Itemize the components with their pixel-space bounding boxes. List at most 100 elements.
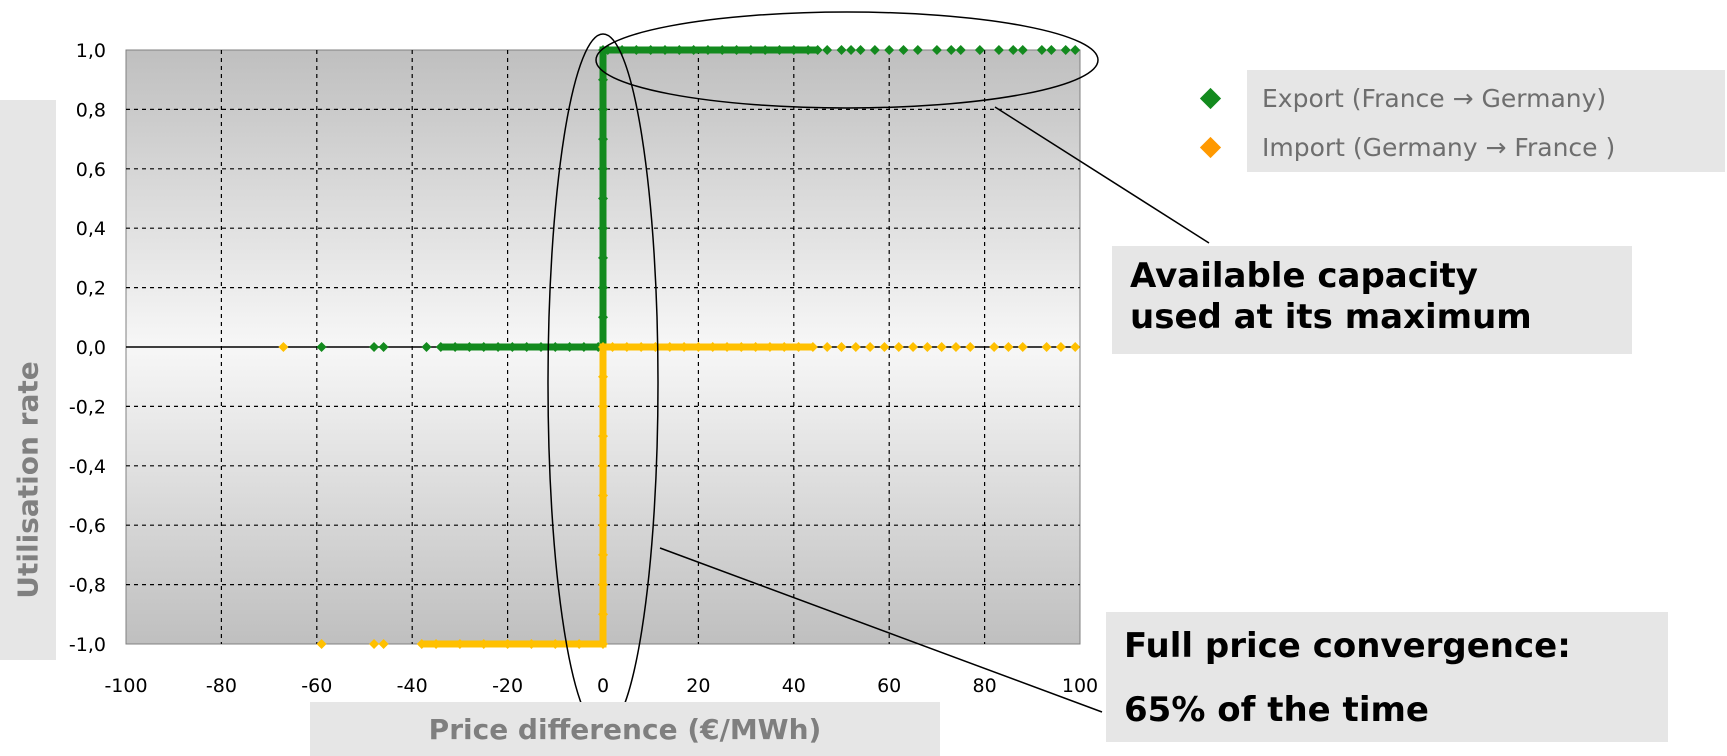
import-point	[793, 342, 804, 352]
export-point	[884, 45, 895, 55]
x-tick-label: -60	[301, 675, 332, 697]
data-series	[278, 45, 1081, 649]
import-point	[950, 342, 961, 352]
export-point	[1017, 45, 1028, 55]
import-point	[598, 490, 608, 501]
export-point	[631, 45, 642, 55]
import-point	[822, 342, 833, 352]
export-point	[550, 342, 561, 352]
export-point	[598, 74, 608, 85]
export-point	[912, 45, 923, 55]
export-point	[535, 342, 546, 352]
export-point	[731, 45, 742, 55]
x-tick-label: -100	[104, 675, 147, 697]
series-export	[316, 45, 1081, 352]
export-point	[931, 45, 942, 55]
convergence-pointer-line	[659, 547, 1103, 713]
export-point	[369, 342, 380, 352]
x-tick-label: 80	[973, 675, 997, 697]
tick-labels: -100 -80 -60 -40 -20 0 20 40 60 80 100 1,0 0,8 0,6 0,4…	[69, 40, 1098, 697]
import-point	[598, 579, 608, 590]
x-axis-label-box: Price difference (€/MWh)	[310, 702, 940, 756]
import-point	[607, 342, 618, 352]
import-point	[893, 342, 904, 352]
import-point	[636, 342, 647, 352]
import-point	[316, 639, 327, 649]
y-tick-label: -0,6	[69, 515, 106, 537]
export-marker-icon	[1199, 87, 1222, 110]
export-point	[421, 342, 432, 352]
export-point	[688, 45, 699, 55]
export-point	[521, 342, 532, 352]
export-point	[617, 45, 628, 55]
import-point	[1041, 342, 1052, 352]
import-point	[707, 342, 718, 352]
y-tick-label: 0,4	[76, 218, 106, 240]
import-point	[850, 342, 861, 352]
y-tick-label: 0,2	[76, 278, 106, 300]
export-point	[598, 312, 608, 323]
capacity-callout-line1: Available capacity	[1130, 256, 1478, 296]
convergence-callout: Full price convergence: 65% of the time	[1106, 612, 1668, 742]
convergence-callout-line2: 65% of the time	[1124, 690, 1429, 730]
import-point	[574, 639, 585, 649]
y-tick-label: 0,8	[76, 99, 106, 121]
export-point	[674, 45, 685, 55]
export-point	[869, 45, 880, 55]
import-point	[621, 342, 632, 352]
import-point	[693, 342, 704, 352]
x-tick-label: 60	[877, 675, 901, 697]
export-point	[836, 45, 847, 55]
x-tick-label: 0	[597, 675, 609, 697]
import-point	[679, 342, 690, 352]
import-point	[598, 549, 608, 560]
export-point	[598, 134, 608, 145]
export-point	[598, 193, 608, 204]
export-point	[946, 45, 957, 55]
import-point	[807, 342, 818, 352]
export-point	[955, 45, 966, 55]
import-point	[598, 401, 608, 412]
export-point	[435, 342, 446, 352]
x-axis-label: Price difference (€/MWh)	[428, 712, 822, 746]
import-point	[502, 639, 513, 649]
y-tick-label: -0,2	[69, 396, 106, 418]
export-point	[493, 342, 504, 352]
x-tick-label: -20	[492, 675, 523, 697]
import-point	[369, 639, 380, 649]
x-tick-label: -40	[397, 675, 428, 697]
import-point	[750, 342, 761, 352]
export-point	[645, 45, 656, 55]
export-point	[598, 223, 608, 234]
import-point	[478, 639, 489, 649]
export-point	[993, 45, 1004, 55]
import-point	[922, 342, 933, 352]
import-point	[779, 342, 790, 352]
export-point	[378, 342, 389, 352]
y-tick-label: 1,0	[76, 40, 106, 62]
import-point	[378, 639, 389, 649]
x-tick-label: 20	[686, 675, 710, 697]
convergence-callout-line1: Full price convergence:	[1124, 626, 1571, 666]
export-point	[598, 252, 608, 263]
import-point	[431, 639, 442, 649]
import-point	[879, 342, 890, 352]
y-tick-label: 0,0	[76, 337, 106, 359]
y-tick-label: -0,4	[69, 456, 106, 478]
import-point	[1070, 342, 1081, 352]
import-point	[1017, 342, 1028, 352]
legend-item-import: Import (Germany → France )	[1199, 133, 1615, 162]
capacity-callout: Available capacity used at its maximum	[1112, 246, 1632, 354]
export-point	[598, 282, 608, 293]
import-point	[965, 342, 976, 352]
export-point	[803, 45, 814, 55]
import-point	[598, 371, 608, 382]
legend	[1247, 70, 1725, 172]
export-point	[717, 45, 728, 55]
export-point	[598, 163, 608, 174]
import-point	[722, 342, 733, 352]
export-point	[1070, 45, 1081, 55]
export-point	[846, 45, 857, 55]
export-point	[450, 342, 461, 352]
y-axis-label-box: Utilisation rate	[0, 100, 56, 660]
